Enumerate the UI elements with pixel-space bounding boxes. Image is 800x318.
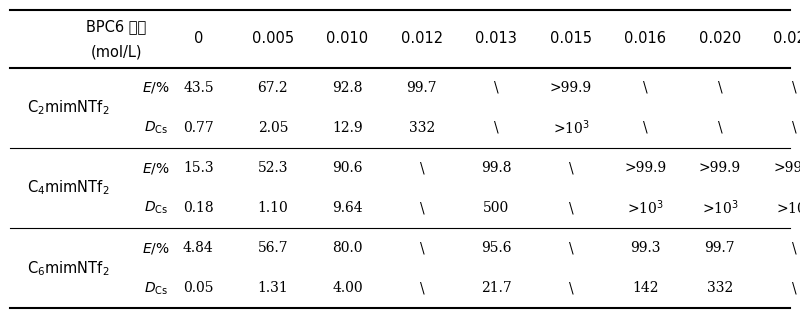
Text: 0: 0 bbox=[194, 31, 203, 46]
Text: 80.0: 80.0 bbox=[332, 241, 362, 255]
Text: \: \ bbox=[419, 281, 424, 295]
Text: 0.010: 0.010 bbox=[326, 31, 369, 46]
Text: $\mathrm{C_2mimNTf_2}$: $\mathrm{C_2mimNTf_2}$ bbox=[26, 99, 110, 117]
Text: $E$/%: $E$/% bbox=[142, 241, 170, 256]
Text: \: \ bbox=[494, 121, 498, 135]
Text: $E$/%: $E$/% bbox=[142, 161, 170, 176]
Text: 0.77: 0.77 bbox=[183, 121, 214, 135]
Text: 0.025: 0.025 bbox=[774, 31, 800, 46]
Text: 99.8: 99.8 bbox=[481, 161, 512, 175]
Text: (mol/L): (mol/L) bbox=[90, 44, 142, 59]
Text: \: \ bbox=[792, 121, 797, 135]
Text: 67.2: 67.2 bbox=[258, 81, 288, 95]
Text: $\mathrm{C_6mimNTf_2}$: $\mathrm{C_6mimNTf_2}$ bbox=[26, 259, 110, 278]
Text: \: \ bbox=[718, 121, 722, 135]
Text: $E$/%: $E$/% bbox=[142, 80, 170, 95]
Text: \: \ bbox=[419, 241, 424, 255]
Text: \: \ bbox=[643, 121, 648, 135]
Text: 99.3: 99.3 bbox=[630, 241, 661, 255]
Text: \: \ bbox=[792, 241, 797, 255]
Text: \: \ bbox=[569, 161, 574, 175]
Text: 0.05: 0.05 bbox=[183, 281, 214, 295]
Text: $\mathrm{C_4mimNTf_2}$: $\mathrm{C_4mimNTf_2}$ bbox=[26, 179, 110, 197]
Text: \: \ bbox=[494, 81, 498, 95]
Text: >99.9: >99.9 bbox=[550, 81, 592, 95]
Text: 0.18: 0.18 bbox=[183, 201, 214, 215]
Text: 332: 332 bbox=[409, 121, 435, 135]
Text: 21.7: 21.7 bbox=[481, 281, 512, 295]
Text: 52.3: 52.3 bbox=[258, 161, 288, 175]
Text: 1.31: 1.31 bbox=[258, 281, 288, 295]
Text: 142: 142 bbox=[632, 281, 658, 295]
Text: 1.10: 1.10 bbox=[258, 201, 288, 215]
Text: $D_{\mathrm{Cs}}$: $D_{\mathrm{Cs}}$ bbox=[144, 280, 168, 297]
Text: 0.012: 0.012 bbox=[401, 31, 443, 46]
Text: \: \ bbox=[569, 241, 574, 255]
Text: BPC6 浓度: BPC6 浓度 bbox=[86, 19, 146, 35]
Text: 4.84: 4.84 bbox=[183, 241, 214, 255]
Text: 15.3: 15.3 bbox=[183, 161, 214, 175]
Text: 500: 500 bbox=[483, 201, 510, 215]
Text: 92.8: 92.8 bbox=[332, 81, 362, 95]
Text: 2.05: 2.05 bbox=[258, 121, 288, 135]
Text: \: \ bbox=[643, 81, 648, 95]
Text: 332: 332 bbox=[706, 281, 733, 295]
Text: 0.016: 0.016 bbox=[624, 31, 666, 46]
Text: >99.9: >99.9 bbox=[774, 161, 800, 175]
Text: 0.015: 0.015 bbox=[550, 31, 592, 46]
Text: >10$^3$: >10$^3$ bbox=[776, 199, 800, 218]
Text: >99.9: >99.9 bbox=[699, 161, 741, 175]
Text: \: \ bbox=[718, 81, 722, 95]
Text: $D_{\mathrm{Cs}}$: $D_{\mathrm{Cs}}$ bbox=[144, 200, 168, 216]
Text: 56.7: 56.7 bbox=[258, 241, 288, 255]
Text: 0.005: 0.005 bbox=[252, 31, 294, 46]
Text: 43.5: 43.5 bbox=[183, 81, 214, 95]
Text: \: \ bbox=[569, 281, 574, 295]
Text: >10$^3$: >10$^3$ bbox=[702, 199, 738, 218]
Text: $D_{\mathrm{Cs}}$: $D_{\mathrm{Cs}}$ bbox=[144, 120, 168, 136]
Text: 9.64: 9.64 bbox=[332, 201, 362, 215]
Text: >10$^3$: >10$^3$ bbox=[627, 199, 664, 218]
Text: >99.9: >99.9 bbox=[624, 161, 666, 175]
Text: \: \ bbox=[419, 161, 424, 175]
Text: \: \ bbox=[792, 81, 797, 95]
Text: 12.9: 12.9 bbox=[332, 121, 362, 135]
Text: 4.00: 4.00 bbox=[332, 281, 362, 295]
Text: 99.7: 99.7 bbox=[705, 241, 735, 255]
Text: 0.013: 0.013 bbox=[475, 31, 518, 46]
Text: >10$^3$: >10$^3$ bbox=[553, 119, 590, 137]
Text: 99.7: 99.7 bbox=[406, 81, 438, 95]
Text: \: \ bbox=[419, 201, 424, 215]
Text: \: \ bbox=[569, 201, 574, 215]
Text: 90.6: 90.6 bbox=[332, 161, 362, 175]
Text: 0.020: 0.020 bbox=[698, 31, 741, 46]
Text: \: \ bbox=[792, 281, 797, 295]
Text: 95.6: 95.6 bbox=[481, 241, 512, 255]
